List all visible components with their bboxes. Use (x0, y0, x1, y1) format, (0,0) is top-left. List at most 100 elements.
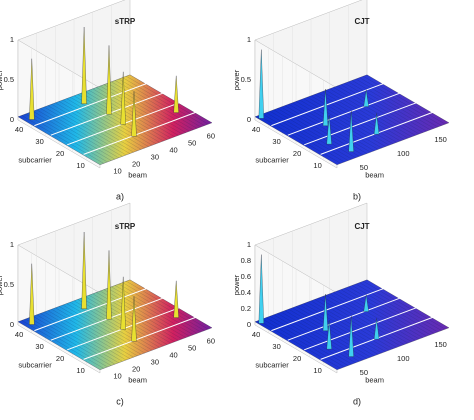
spike (363, 89, 369, 107)
panel-title: sTRP (115, 17, 136, 26)
spike (373, 113, 380, 135)
mesh-line (88, 295, 171, 344)
mesh-line (100, 85, 183, 135)
mesh-line (269, 111, 352, 160)
mesh-line (337, 85, 420, 135)
mesh-line (322, 296, 405, 345)
z-tick-label: 0 (247, 320, 251, 329)
white-line (83, 111, 196, 155)
mesh-line (51, 309, 134, 358)
z-axis-label: power (0, 274, 4, 295)
mesh-line (36, 109, 119, 158)
mesh-line (77, 299, 160, 348)
mesh-line (352, 80, 435, 129)
y-tick-label: 40 (15, 330, 23, 339)
white-line (287, 297, 400, 341)
mesh-line (318, 297, 401, 347)
x-tick-label: 50 (188, 343, 196, 352)
z-tick-label: 0 (247, 115, 251, 124)
white-line (304, 307, 417, 351)
y-tick-label: 40 (252, 330, 260, 339)
y-tick-label: 30 (272, 137, 280, 146)
mesh-line (307, 302, 390, 351)
spike (258, 49, 264, 119)
mesh-line (111, 286, 194, 335)
x-tick-label: 50 (360, 163, 368, 172)
mesh-line (273, 314, 356, 363)
spike (106, 250, 112, 320)
panel-label: d) (353, 396, 361, 406)
mesh-line (32, 316, 115, 365)
x-tick-label: 60 (207, 336, 215, 345)
spike (120, 276, 126, 330)
mesh-line (344, 83, 427, 132)
mesh-line (299, 304, 382, 354)
x-tick-label: 40 (169, 350, 177, 359)
y-tick-label: 10 (313, 161, 321, 170)
mesh-line (122, 77, 205, 126)
mesh-line (314, 94, 397, 143)
x-tick-label: 30 (151, 357, 159, 366)
y-axis-label: subcarrier (18, 360, 52, 369)
mesh-line (59, 101, 142, 150)
z-tick-label: 0.5 (4, 75, 14, 84)
y-tick-label: 20 (293, 149, 301, 158)
x-tick-label: 50 (360, 368, 368, 377)
mesh-line (55, 102, 138, 151)
y-axis-label: subcarrier (255, 360, 289, 369)
x-tick-label: 30 (151, 152, 159, 161)
mesh-line (337, 290, 420, 340)
mesh-line (314, 299, 397, 348)
mesh-line (59, 306, 142, 355)
panel-label: c) (116, 396, 124, 406)
mesh-line (25, 318, 108, 368)
panel-label: b) (353, 191, 361, 201)
mesh-line (21, 115, 104, 164)
z-axis-label: power (0, 69, 4, 90)
spike (363, 294, 369, 312)
z-tick-label: 1 (247, 240, 251, 249)
mesh-line (126, 76, 209, 125)
y-tick-label: 20 (293, 354, 301, 363)
mesh-line (107, 288, 190, 337)
mesh-line (36, 314, 119, 363)
panel-title: CJT (354, 222, 369, 231)
mesh-line (115, 80, 198, 129)
mesh-line (303, 98, 386, 147)
mesh-line (325, 295, 408, 344)
spike (326, 115, 332, 145)
panel: 0 0.5 1 power 40 30 20 10 subcarrier 10 20 30 40 50 60… (0, 0, 215, 201)
y-tick-label: 10 (76, 161, 84, 170)
x-tick-label: 40 (169, 145, 177, 154)
z-tick-label: 0.6 (241, 272, 251, 281)
mesh-line (73, 95, 157, 144)
x-axis-label: beam (365, 375, 384, 384)
mesh-line (29, 317, 112, 366)
spike (29, 263, 35, 325)
mesh-line (115, 285, 198, 334)
mesh-line (303, 303, 386, 352)
mesh-line (103, 84, 186, 133)
mesh-line (100, 290, 183, 340)
mesh-line (329, 293, 412, 342)
white-line (287, 92, 400, 136)
mesh-line (73, 300, 157, 349)
mesh-line (355, 78, 438, 128)
panel: 0 0.2 0.4 0.6 0.8 1 power 40 30 20 10 subcarrier 50 1… (232, 202, 450, 406)
mesh-line (85, 91, 168, 140)
mesh-line (66, 98, 149, 147)
mesh-line (277, 313, 360, 362)
spike (120, 71, 126, 125)
mesh-line (111, 81, 194, 130)
z-tick-label: 1 (10, 35, 14, 44)
y-axis-label: subcarrier (18, 155, 52, 164)
spike (348, 315, 354, 357)
mesh-line (292, 307, 375, 356)
spike (81, 231, 87, 309)
mesh-line (348, 286, 431, 335)
y-tick-label: 10 (313, 366, 321, 375)
spike (173, 75, 179, 113)
mesh-line (273, 109, 356, 158)
spike (326, 320, 332, 350)
